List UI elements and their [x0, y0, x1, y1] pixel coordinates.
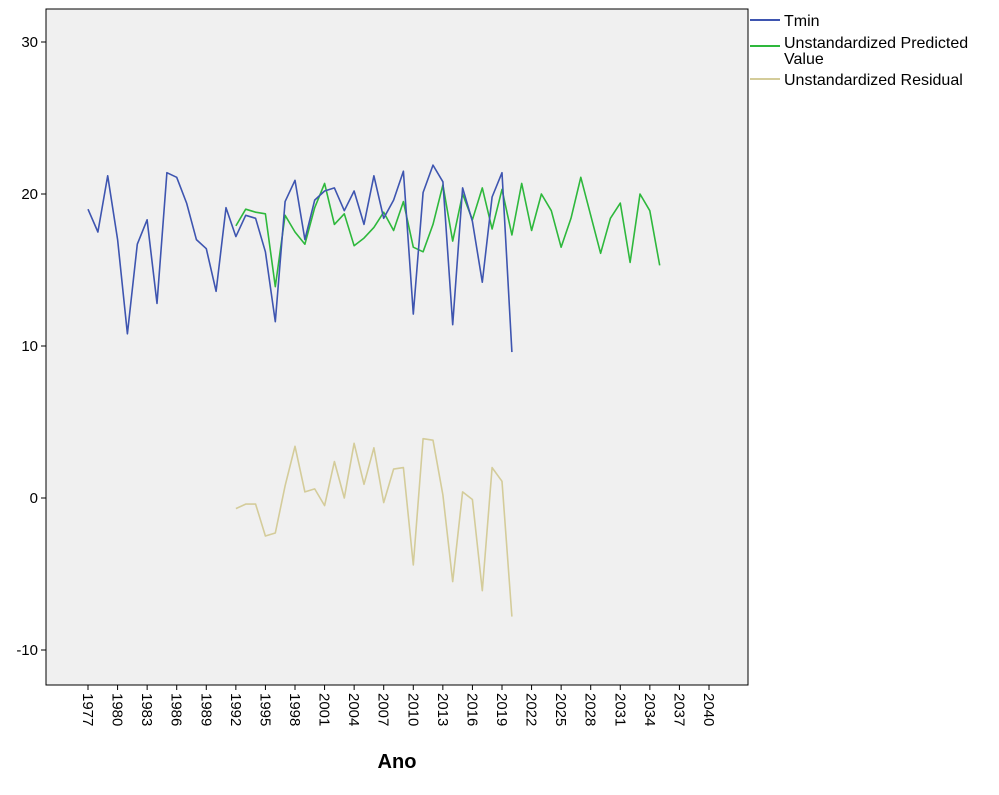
x-tick-label: 2034: [641, 693, 658, 726]
plot-area: [45, 8, 749, 686]
y-tick-label: 0: [30, 490, 38, 507]
x-tick-label: 2022: [523, 693, 540, 726]
x-tick-label: 2010: [404, 693, 421, 726]
legend-label-tmin: Tmin: [784, 13, 820, 30]
x-tick-label: 2019: [493, 693, 510, 726]
x-tick-label: 2004: [345, 693, 362, 726]
y-tick-label: 10: [21, 338, 38, 355]
y-tick-label: 20: [21, 186, 38, 203]
x-tick-label: 1995: [256, 693, 273, 726]
x-tick-label: 2028: [582, 693, 599, 726]
x-tick-label: 1986: [168, 693, 185, 726]
x-tick-label: 2031: [611, 693, 628, 726]
x-tick-label: 2007: [375, 693, 392, 726]
legend: Tmin Unstandardized Predicted Value Unsta…: [750, 13, 968, 89]
x-tick-label: 2016: [463, 693, 480, 726]
x-tick-label: 2037: [670, 693, 687, 726]
y-axis: -10 0 10 20 30: [16, 34, 46, 659]
y-tick-label: -10: [16, 642, 38, 659]
x-tick-label: 1989: [197, 693, 214, 726]
x-tick-label: 2025: [552, 693, 569, 726]
legend-label-residual: Unstandardized Residual: [784, 72, 963, 89]
x-tick-label: 2001: [316, 693, 333, 726]
x-tick-label: 1992: [227, 693, 244, 726]
series-line-residual: [235, 437, 513, 617]
series-line-predicted: [235, 176, 661, 288]
series-layer: [87, 164, 661, 617]
x-axis: 1977 1980 1983 1986 1989 1992 1995 1998 2001 2004…: [79, 685, 717, 726]
y-tick-label: 30: [21, 34, 38, 51]
x-tick-label: 1998: [286, 693, 303, 726]
x-tick-label: 1980: [109, 693, 126, 726]
legend-label-predicted: Unstandardized Predicted Value: [784, 35, 968, 68]
x-tick-label: 2040: [700, 693, 717, 726]
series-line-tmin: [87, 164, 513, 353]
x-axis-title: Ano: [378, 751, 417, 773]
x-tick-label: 1983: [138, 693, 155, 726]
x-tick-label: 1977: [79, 693, 96, 726]
x-tick-label: 2013: [434, 693, 451, 726]
